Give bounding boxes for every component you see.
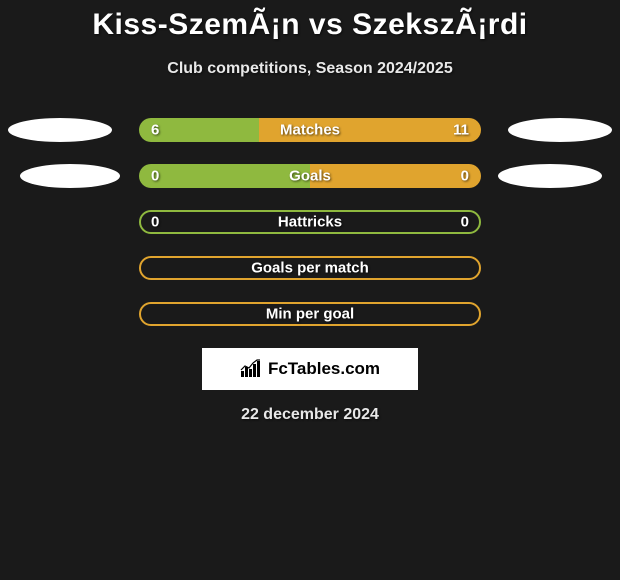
stat-value-right: 0 <box>461 214 469 231</box>
stat-value-left: 6 <box>151 122 159 139</box>
comparison-chart: Matches 6 11 Goals 0 0 Hattricks 0 0 Goals per ma… <box>0 118 620 326</box>
branding-text: FcTables.com <box>268 359 380 379</box>
stat-value-left: 0 <box>151 168 159 185</box>
stat-row: Matches 6 11 <box>0 118 620 142</box>
stat-label: Min per goal <box>266 306 354 323</box>
chart-icon <box>240 359 262 379</box>
stat-value-left: 0 <box>151 214 159 231</box>
stat-value-right: 0 <box>461 168 469 185</box>
page-subtitle: Club competitions, Season 2024/2025 <box>0 60 620 78</box>
stat-row: Hattricks 0 0 <box>0 210 620 234</box>
stat-row: Min per goal <box>0 302 620 326</box>
stat-value-right: 11 <box>453 122 469 139</box>
footer-date: 22 december 2024 <box>0 406 620 424</box>
bar-right <box>310 164 481 188</box>
stat-label: Hattricks <box>278 214 342 231</box>
bar-left <box>139 164 310 188</box>
bar-track: Hattricks 0 0 <box>139 210 481 234</box>
stat-row: Goals 0 0 <box>0 164 620 188</box>
stat-row: Goals per match <box>0 256 620 280</box>
bar-track: Goals 0 0 <box>139 164 481 188</box>
rows-container: Matches 6 11 Goals 0 0 Hattricks 0 0 Goals per ma… <box>0 118 620 326</box>
stat-label: Matches <box>280 122 340 139</box>
branding-badge[interactable]: FcTables.com <box>202 348 418 390</box>
stat-label: Goals per match <box>251 260 369 277</box>
page-root: Kiss-SzemÃ¡n vs SzekszÃ¡rdi Club competi… <box>0 0 620 580</box>
bar-track: Min per goal <box>139 302 481 326</box>
page-title: Kiss-SzemÃ¡n vs SzekszÃ¡rdi <box>0 8 620 42</box>
bar-track: Matches 6 11 <box>139 118 481 142</box>
bar-track: Goals per match <box>139 256 481 280</box>
stat-label: Goals <box>289 168 331 185</box>
